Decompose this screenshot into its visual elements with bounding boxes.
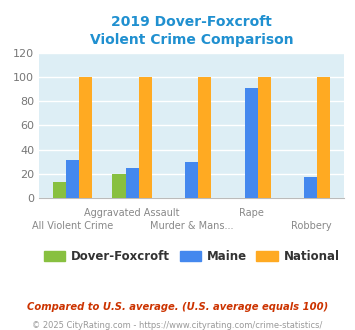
Text: Rape: Rape [239, 208, 264, 218]
Bar [304, 178, 317, 198]
Bar [126, 168, 139, 198]
Bar [66, 160, 79, 198]
Text: © 2025 CityRating.com - https://www.cityrating.com/crime-statistics/: © 2025 CityRating.com - https://www.city… [32, 321, 323, 330]
Text: Robbery: Robbery [290, 221, 331, 231]
Text: Murder & Mans...: Murder & Mans... [150, 221, 234, 231]
Bar [198, 77, 211, 198]
Legend: Dover-Foxcroft, Maine, National: Dover-Foxcroft, Maine, National [39, 245, 344, 268]
Text: All Violent Crime: All Violent Crime [32, 221, 113, 231]
Bar [245, 88, 258, 198]
Text: Compared to U.S. average. (U.S. average equals 100): Compared to U.S. average. (U.S. average … [27, 302, 328, 312]
Bar [139, 77, 152, 198]
Title: 2019 Dover-Foxcroft
Violent Crime Comparison: 2019 Dover-Foxcroft Violent Crime Compar… [90, 15, 294, 48]
Bar [185, 162, 198, 198]
Bar [53, 182, 66, 198]
Bar [113, 174, 126, 198]
Bar [258, 77, 271, 198]
Text: Aggravated Assault: Aggravated Assault [84, 208, 180, 218]
Bar [317, 77, 331, 198]
Bar [79, 77, 92, 198]
